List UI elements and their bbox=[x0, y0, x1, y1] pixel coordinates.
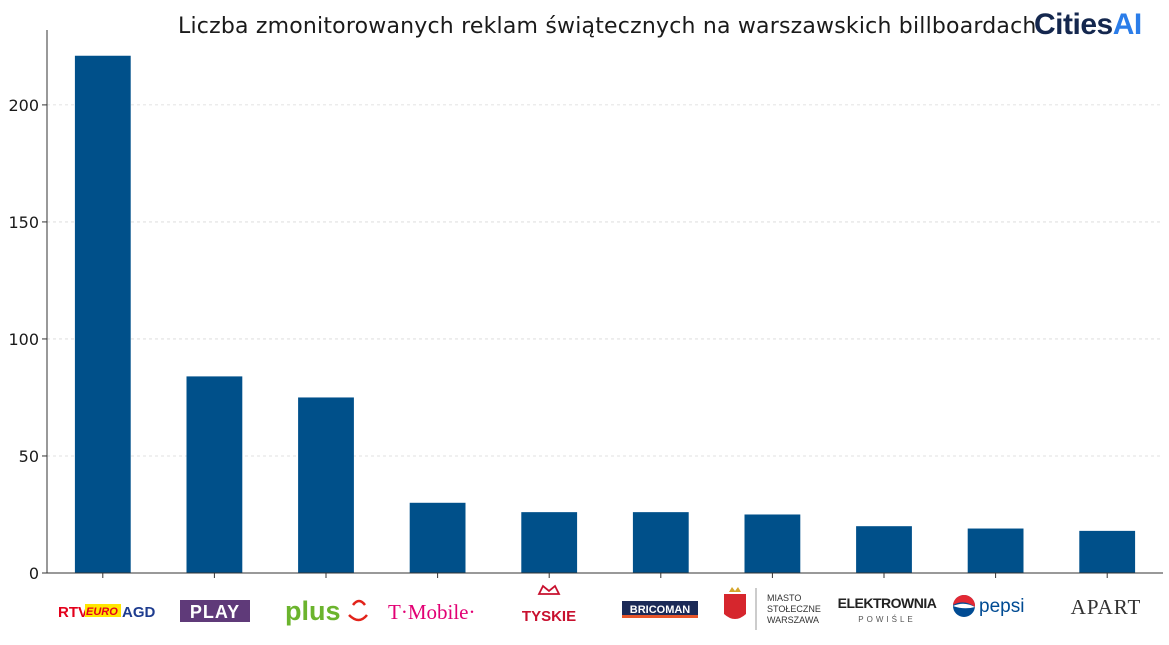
logo-powisle-text: POWIŚLE bbox=[858, 615, 915, 624]
bar bbox=[744, 514, 801, 573]
logo-plus-text: plus bbox=[285, 596, 341, 626]
y-tick-label: 150 bbox=[8, 213, 39, 232]
logo-play-text: PLAY bbox=[190, 602, 240, 622]
bar bbox=[521, 512, 578, 573]
logo-warszawa-shield-icon bbox=[724, 594, 746, 619]
logo-warszawa-line3: WARSZAWA bbox=[767, 615, 819, 625]
logo-euro-box bbox=[85, 604, 121, 617]
logo-elektrownia: ELEKTROWNIA POWIŚLE bbox=[838, 595, 938, 624]
citiesai-logo: CitiesAI bbox=[1034, 8, 1142, 42]
logo-play-box bbox=[180, 600, 250, 622]
bar bbox=[186, 376, 243, 573]
y-tick-label: 100 bbox=[8, 330, 39, 349]
logo-warszawa-line1: MIASTO bbox=[767, 593, 801, 603]
logo-pepsi-text: pepsi bbox=[979, 596, 1024, 617]
logo-plus: plus bbox=[285, 596, 368, 626]
brand-suffix: AI bbox=[1112, 8, 1143, 41]
y-tick-label: 0 bbox=[29, 564, 39, 583]
y-tick-label: 50 bbox=[19, 447, 39, 466]
y-tick-label: 200 bbox=[8, 96, 39, 115]
logo-rtv-text: RTV bbox=[58, 604, 88, 621]
logo-warszawa: MIASTO STOŁECZNE WARSZAWA bbox=[724, 587, 821, 630]
bars bbox=[74, 55, 1136, 574]
logo-rtv-euro-agd: RTV EURO AGD bbox=[58, 604, 156, 621]
logo-warszawa-line2: STOŁECZNE bbox=[767, 604, 821, 614]
logo-agd-text: AGD bbox=[122, 604, 156, 621]
logo-t-mobile: T·Mobile· bbox=[388, 600, 475, 624]
logo-bricoman-text: BRICOMAN bbox=[630, 604, 691, 616]
logo-play: PLAY bbox=[180, 600, 250, 622]
x-axis bbox=[47, 572, 1163, 578]
bar bbox=[409, 502, 466, 573]
logo-warszawa-crown-icon bbox=[729, 587, 741, 592]
logo-tyskie-crown-icon bbox=[537, 584, 561, 595]
logo-pepsi-globe-wave bbox=[953, 603, 975, 609]
category-logos: RTV EURO AGD PLAY plus T·Mobile· TYSKIE … bbox=[58, 584, 1142, 630]
chart-title: Liczba zmonitorowanych reklam świąteczny… bbox=[178, 14, 1037, 39]
logo-bricoman: BRICOMAN bbox=[622, 601, 698, 618]
bar bbox=[967, 528, 1024, 573]
logo-euro-text: EURO bbox=[86, 606, 118, 618]
logo-plus-smile-icon bbox=[348, 599, 368, 622]
logo-elektrownia-text: ELEKTROWNIA bbox=[838, 595, 937, 611]
y-axis: 0 50 100 150 200 bbox=[8, 30, 48, 583]
logo-apart: APART bbox=[1071, 595, 1142, 619]
logo-pepsi: pepsi bbox=[953, 594, 1024, 617]
brand-prefix: Cities bbox=[1034, 8, 1113, 41]
logo-pepsi-globe-red bbox=[953, 594, 976, 607]
logo-tyskie-text: TYSKIE bbox=[522, 608, 576, 625]
logo-apart-text: APART bbox=[1071, 595, 1142, 619]
bar bbox=[632, 512, 689, 573]
logo-bricoman-box bbox=[622, 601, 698, 617]
logo-tyskie: TYSKIE bbox=[522, 584, 576, 625]
bar bbox=[74, 55, 131, 574]
bar bbox=[856, 526, 912, 573]
bar bbox=[1079, 530, 1136, 573]
logo-bricoman-stripe bbox=[622, 615, 698, 618]
logo-tmobile-text: T·Mobile· bbox=[388, 600, 475, 624]
bar bbox=[298, 397, 354, 573]
